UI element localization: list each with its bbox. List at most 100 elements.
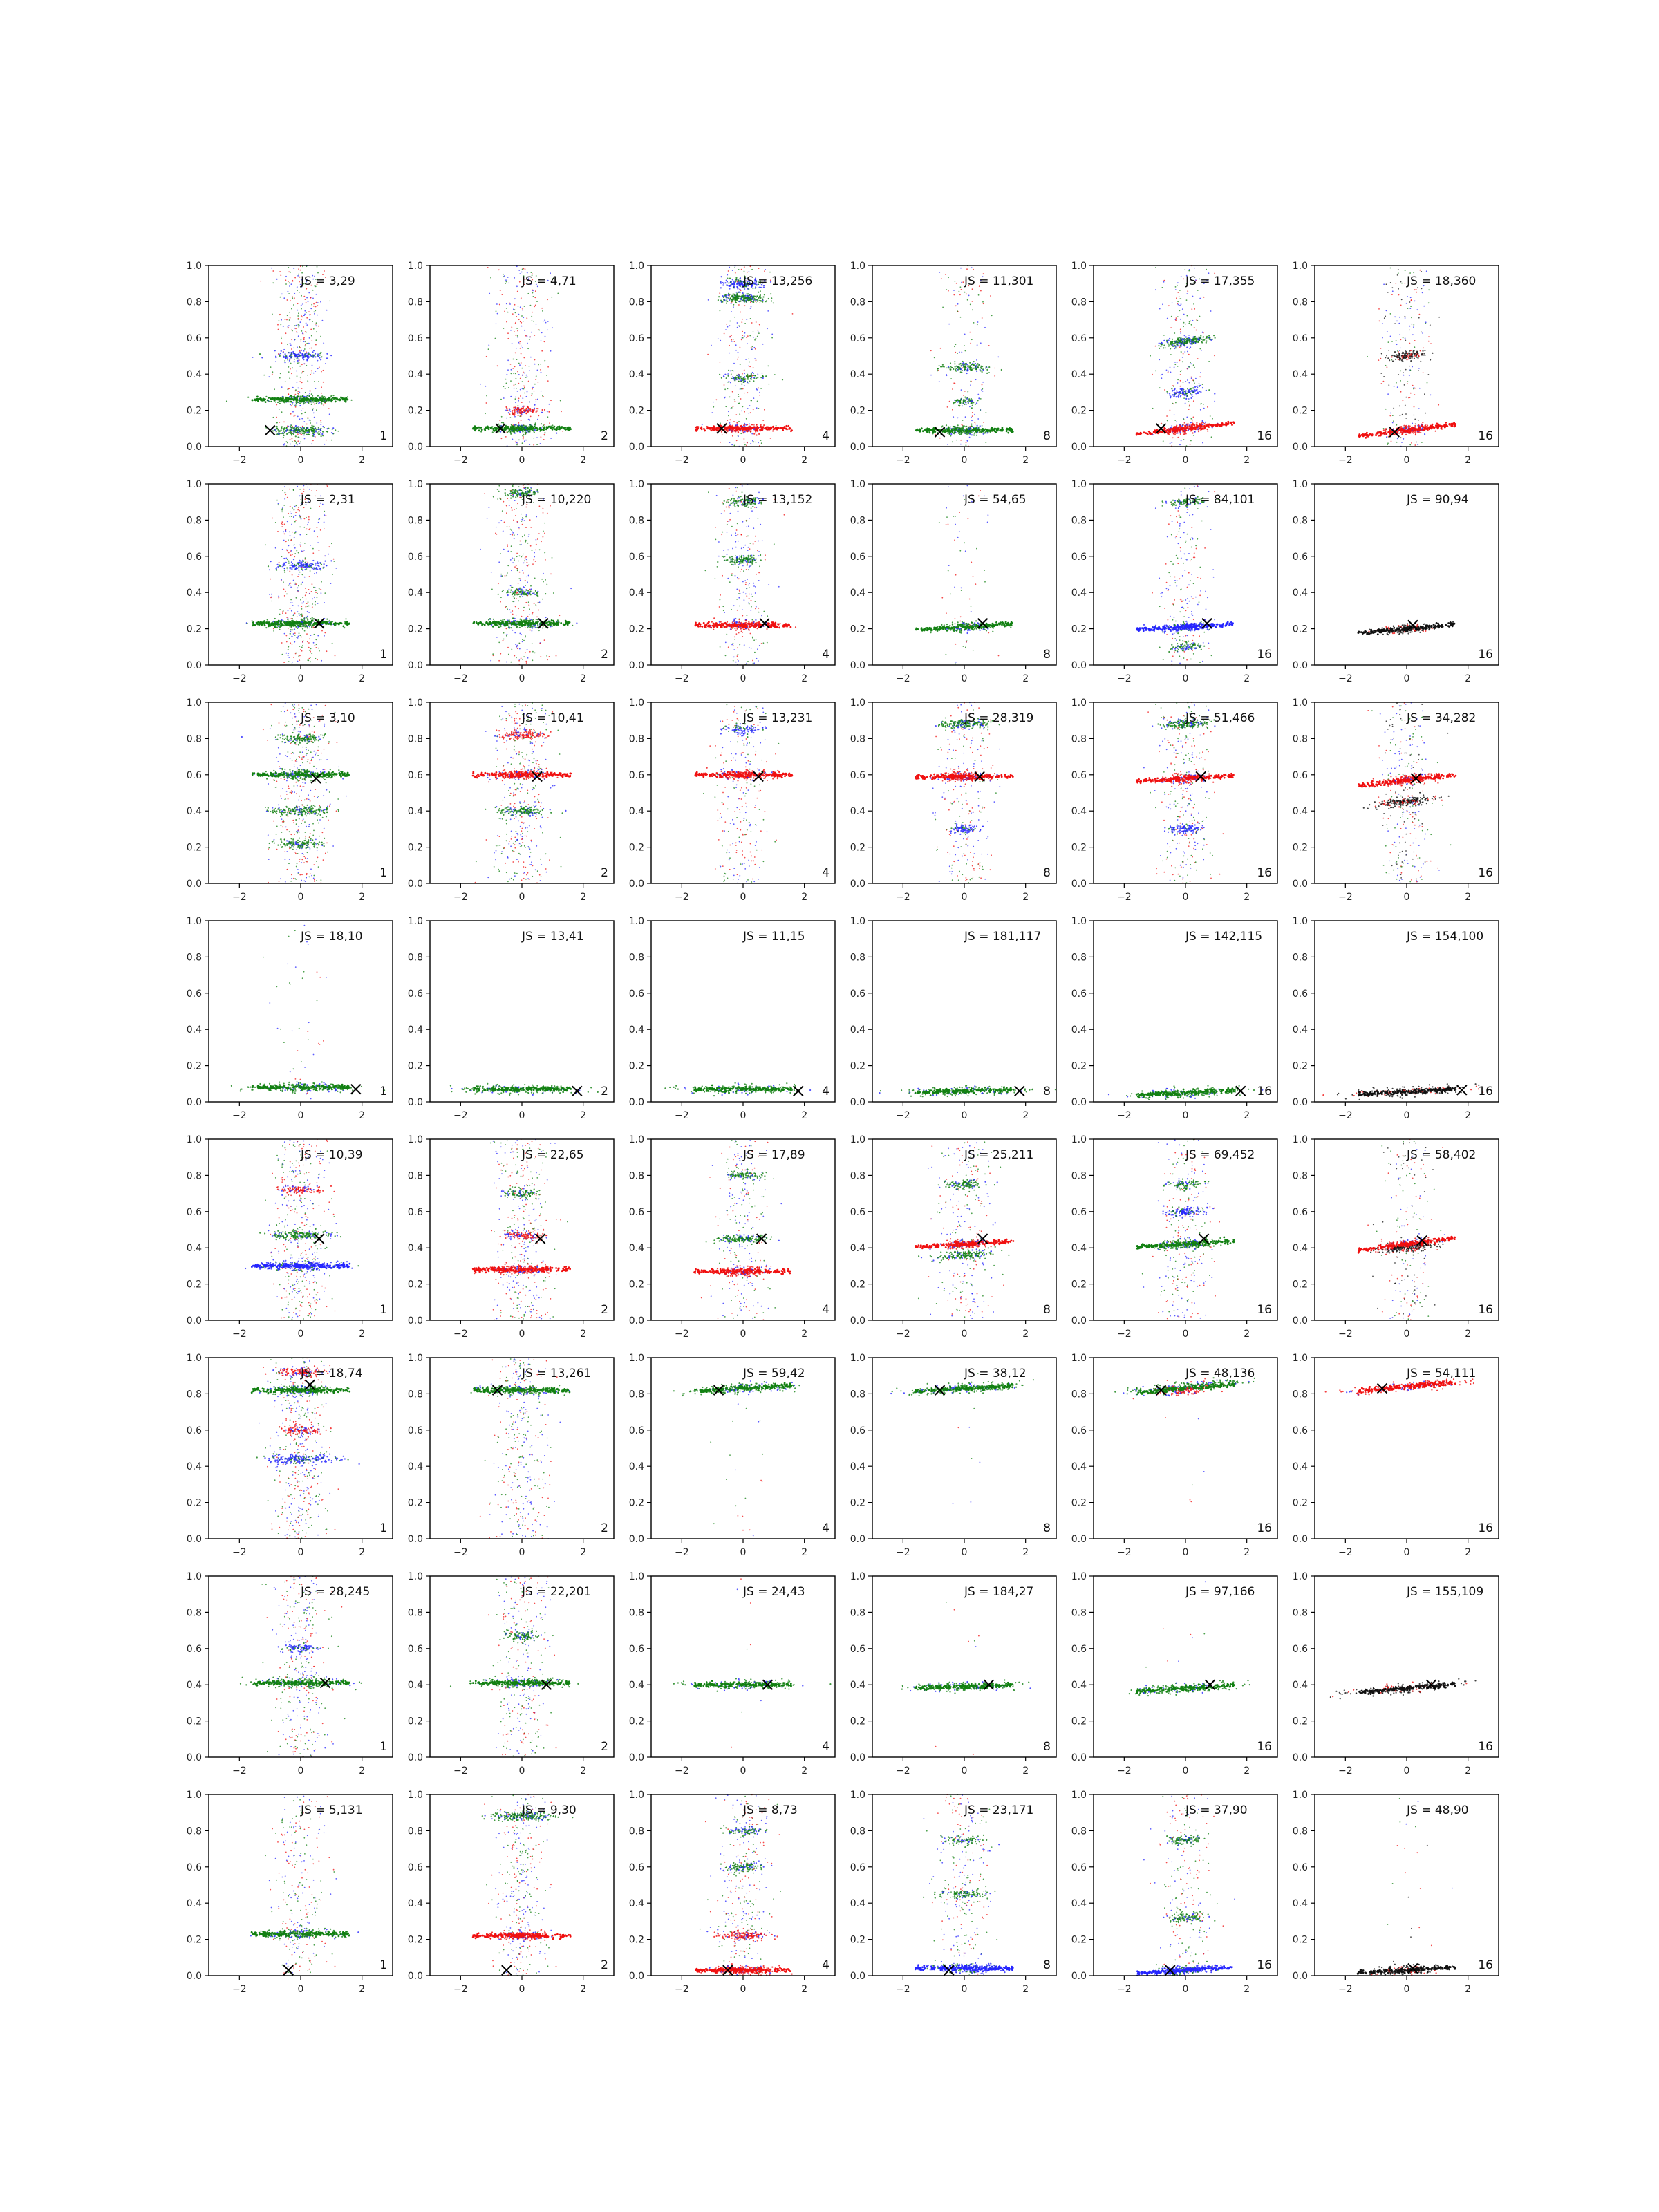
scatter-point: [306, 324, 308, 326]
scatter-point: [1206, 428, 1208, 431]
scatter-point: [516, 335, 518, 337]
scatter-point: [966, 293, 967, 295]
scatter-point: [948, 400, 950, 402]
scatter-point: [1163, 281, 1165, 283]
scatter-point: [516, 444, 518, 446]
scatter-point: [743, 266, 745, 268]
scatter-point: [1189, 444, 1191, 445]
scatter-point: [297, 275, 299, 276]
scatter-point: [735, 440, 738, 442]
scatter-point: [1176, 362, 1178, 363]
scatter-point: [756, 295, 758, 297]
scatter-point: [528, 366, 530, 367]
scatter-point: [1197, 431, 1200, 433]
scatter-point: [719, 373, 721, 375]
scatter-point: [741, 321, 743, 323]
scatter-point: [302, 357, 304, 359]
scatter-point: [304, 402, 306, 404]
scatter-point: [288, 366, 290, 368]
scatter-point: [1146, 433, 1149, 435]
scatter-point: [1168, 370, 1170, 372]
scatter-point: [1208, 338, 1210, 340]
scatter-point: [963, 395, 964, 396]
x-tick-label: 2: [1244, 455, 1250, 466]
scatter-point: [743, 385, 745, 386]
scatter-point: [505, 436, 507, 438]
scatter-point: [979, 368, 981, 371]
scatter-point: [1195, 423, 1197, 425]
scatter-point: [306, 427, 308, 429]
scatter-point: [570, 428, 572, 431]
scatter-point: [968, 436, 971, 438]
scatter-point: [1186, 416, 1188, 418]
scatter-point: [1179, 359, 1181, 362]
scatter-point: [750, 301, 751, 303]
scatter-point: [765, 428, 768, 431]
scatter-point: [304, 331, 306, 333]
scatter-point: [739, 277, 741, 279]
scatter-point: [1408, 329, 1410, 331]
scatter-point: [294, 339, 296, 341]
scatter-point: [770, 281, 772, 283]
scatter-point: [344, 400, 347, 403]
scatter-point: [310, 422, 312, 424]
scatter-point: [310, 429, 312, 431]
scatter-point: [310, 393, 312, 395]
scatter-point: [959, 402, 962, 404]
scatter-point: [959, 371, 962, 373]
scatter-point: [480, 383, 481, 385]
scatter-point: [722, 297, 725, 299]
scatter-point: [979, 425, 981, 427]
scatter-point: [756, 424, 758, 426]
scatter-point: [1196, 388, 1198, 391]
scatter-point: [290, 413, 292, 415]
scatter-point: [308, 337, 310, 339]
scatter-point: [1177, 282, 1179, 284]
scatter-point: [534, 404, 536, 406]
scatter-point: [301, 330, 303, 332]
scatter-point: [728, 292, 730, 294]
scatter-point: [747, 373, 749, 375]
scatter-point: [301, 382, 303, 384]
scatter-point: [509, 364, 512, 365]
scatter-point: [749, 366, 751, 368]
scatter-point: [1191, 393, 1193, 396]
scatter-point: [514, 441, 516, 443]
scatter-point: [720, 422, 721, 424]
scatter-point: [742, 379, 744, 382]
scatter-point: [1166, 391, 1168, 393]
scatter-point: [522, 320, 524, 322]
scatter-point: [736, 296, 738, 298]
scatter-point: [946, 289, 948, 290]
scatter-point: [281, 427, 283, 429]
scatter-point: [748, 271, 750, 272]
scatter-point: [938, 364, 940, 366]
scatter-point: [738, 431, 740, 433]
scatter-point: [756, 400, 758, 402]
scatter-point: [980, 370, 982, 372]
scatter-point: [975, 423, 976, 425]
scatter-point: [732, 376, 734, 378]
y-tick-label: 0.0: [1071, 442, 1087, 453]
scatter-point: [525, 425, 527, 427]
scatter-point: [307, 394, 309, 396]
scatter-point: [299, 347, 301, 349]
scatter-point: [294, 390, 297, 392]
scatter-point: [947, 444, 948, 445]
scatter-point: [311, 303, 313, 306]
scatter-point: [297, 395, 299, 397]
scatter-point: [1423, 353, 1425, 355]
scatter-point: [499, 424, 501, 427]
scatter-point: [973, 268, 974, 270]
scatter-point: [308, 419, 310, 421]
scatter-point: [970, 368, 972, 370]
y-tick-label: 0.8: [629, 297, 644, 308]
scatter-point: [299, 442, 301, 444]
scatter-point: [289, 311, 290, 313]
scatter-point: [980, 280, 982, 281]
scatter-point: [953, 294, 955, 296]
scatter-point: [991, 427, 993, 429]
scatter-point: [474, 426, 476, 429]
scatter-point: [738, 375, 740, 378]
